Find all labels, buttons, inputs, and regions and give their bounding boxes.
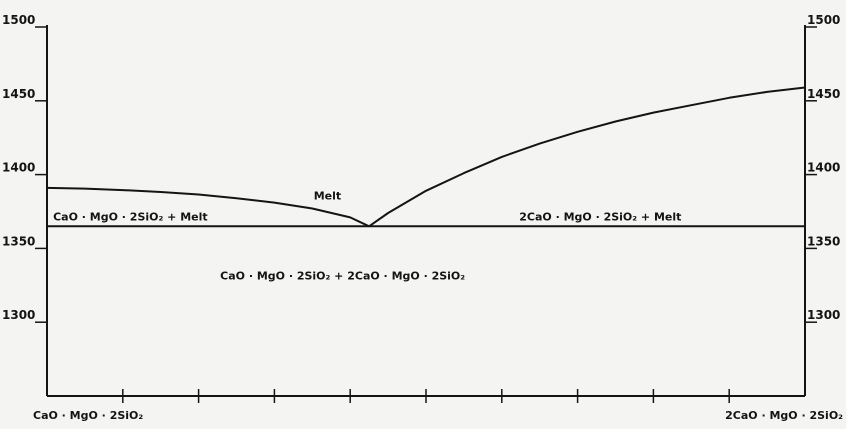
y-tick-label-left: 1500 bbox=[2, 13, 35, 27]
series-line-1 bbox=[46, 186, 370, 228]
region-label: 2CaO · MgO · 2SiO₂ + Melt bbox=[519, 210, 681, 223]
x-end-label-right: 2CaO · MgO · 2SiO₂ bbox=[725, 409, 843, 422]
y-tick-label-left: 1350 bbox=[2, 234, 35, 248]
y-tick-label-right: 1400 bbox=[807, 161, 840, 175]
region-label: CaO · MgO · 2SiO₂ + 2CaO · MgO · 2SiO₂ bbox=[220, 269, 465, 282]
y-tick-label-right: 1350 bbox=[807, 234, 840, 248]
y-tick-label-left: 1400 bbox=[2, 161, 35, 175]
series-line-2 bbox=[368, 86, 806, 228]
region-label: Melt bbox=[314, 190, 341, 203]
x-end-label-left: CaO · MgO · 2SiO₂ bbox=[33, 409, 143, 422]
y-tick-label-right: 1450 bbox=[807, 87, 840, 101]
y-tick-label-left: 1450 bbox=[2, 87, 35, 101]
y-tick-label-left: 1300 bbox=[2, 308, 35, 322]
region-label: CaO · MgO · 2SiO₂ + Melt bbox=[53, 210, 208, 223]
y-tick-label-right: 1300 bbox=[807, 308, 840, 322]
y-tick-label-right: 1500 bbox=[807, 13, 840, 27]
